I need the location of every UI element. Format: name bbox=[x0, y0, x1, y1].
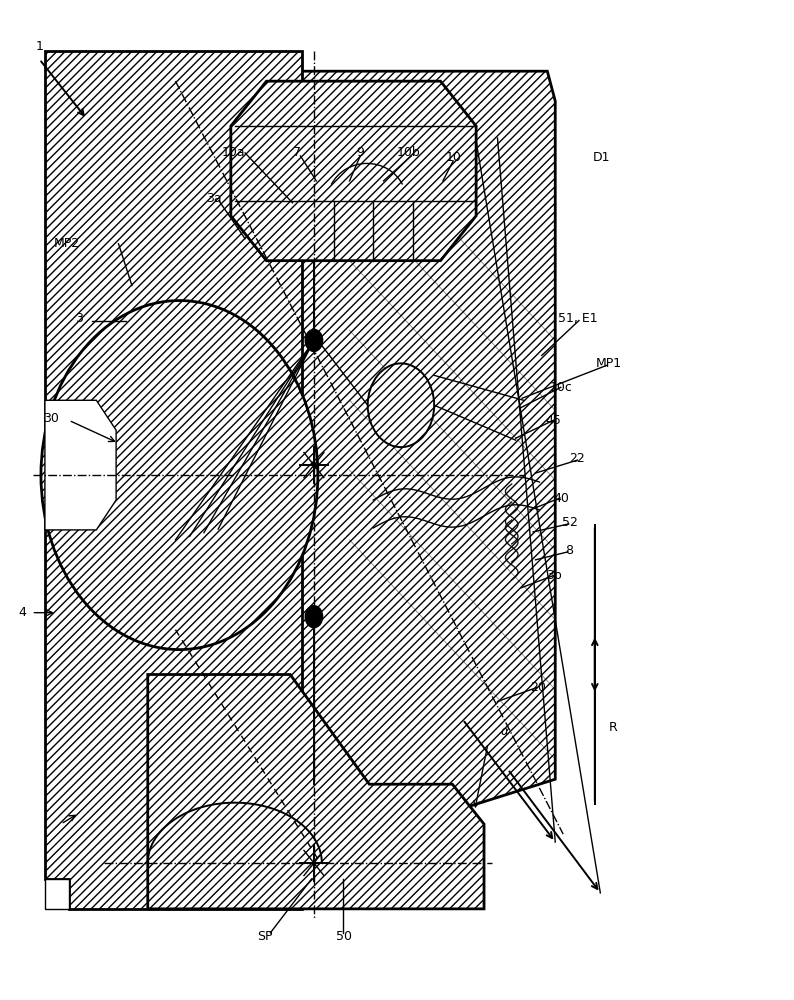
Circle shape bbox=[41, 301, 318, 650]
Text: 7: 7 bbox=[292, 146, 300, 159]
Circle shape bbox=[368, 363, 434, 447]
Text: 51, E1: 51, E1 bbox=[557, 312, 597, 325]
Text: 30: 30 bbox=[44, 412, 60, 425]
Polygon shape bbox=[45, 51, 302, 909]
Text: MP1: MP1 bbox=[596, 357, 622, 370]
Text: 3a: 3a bbox=[206, 192, 222, 205]
Circle shape bbox=[305, 606, 322, 628]
Text: R: R bbox=[609, 721, 618, 734]
Text: 50: 50 bbox=[336, 930, 352, 943]
Text: 4: 4 bbox=[18, 606, 26, 619]
Text: 10b: 10b bbox=[397, 146, 421, 159]
Circle shape bbox=[305, 329, 322, 351]
Text: 1: 1 bbox=[36, 40, 44, 53]
Text: D1: D1 bbox=[592, 151, 610, 164]
Text: $\alpha$: $\alpha$ bbox=[500, 725, 511, 738]
Text: 10c: 10c bbox=[550, 381, 573, 394]
Text: 20: 20 bbox=[530, 681, 545, 694]
Polygon shape bbox=[45, 879, 68, 909]
Text: 3: 3 bbox=[75, 312, 83, 325]
Text: 45: 45 bbox=[545, 414, 561, 427]
Polygon shape bbox=[160, 71, 555, 899]
Text: 9: 9 bbox=[356, 146, 364, 159]
Text: 8: 8 bbox=[565, 544, 573, 557]
Text: 22: 22 bbox=[569, 452, 585, 465]
Text: 40: 40 bbox=[553, 492, 569, 505]
Text: 52: 52 bbox=[561, 516, 577, 529]
Text: 3b: 3b bbox=[545, 569, 561, 582]
Polygon shape bbox=[231, 81, 476, 261]
Text: 10a: 10a bbox=[222, 146, 245, 159]
Text: MP2: MP2 bbox=[54, 237, 80, 250]
Text: 10: 10 bbox=[446, 151, 462, 164]
Polygon shape bbox=[148, 675, 484, 909]
Polygon shape bbox=[45, 400, 116, 530]
Text: SP: SP bbox=[257, 930, 272, 943]
